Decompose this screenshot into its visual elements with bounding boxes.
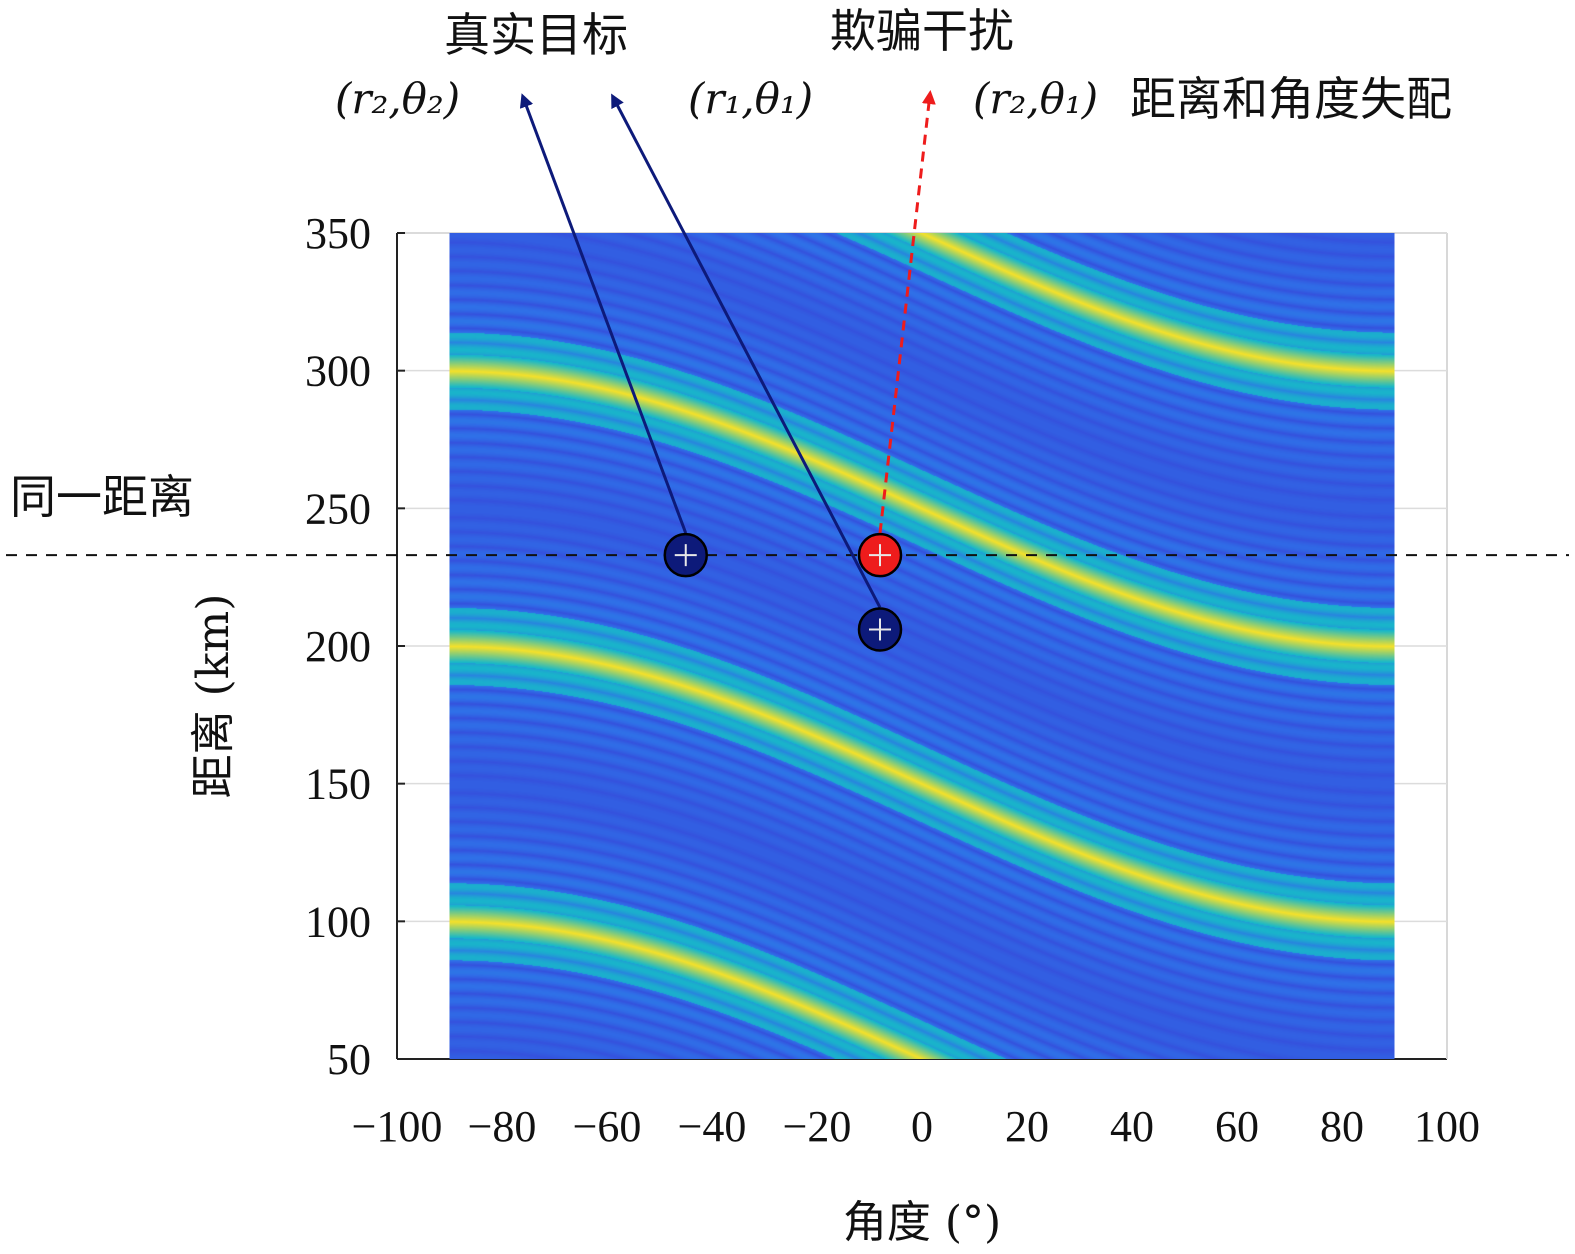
true-target-label: 真实目标 bbox=[444, 8, 628, 62]
y-tick-label: 250 bbox=[305, 484, 371, 533]
coord-r2-theta1: (r₂,θ₁) bbox=[973, 74, 1099, 123]
annotation-arrow bbox=[611, 93, 882, 609]
deception-label: 欺骗干扰 bbox=[830, 4, 1014, 58]
x-tick-label: −80 bbox=[468, 1102, 537, 1151]
mismatch-label: 距离和角度失配 bbox=[1130, 72, 1452, 126]
x-tick-label: −40 bbox=[678, 1102, 747, 1151]
y-tick-label: 150 bbox=[305, 760, 371, 809]
tick-labels: 50 100 150 200 250 300 350 −100 −80 −60 −40 −20 0 20 4… bbox=[305, 209, 1480, 1151]
x-tick-label: −20 bbox=[783, 1102, 852, 1151]
x-tick-label: 20 bbox=[1005, 1102, 1049, 1151]
target-marker bbox=[663, 532, 708, 578]
y-tick-label: 100 bbox=[305, 897, 371, 946]
x-tick-label: 40 bbox=[1110, 1102, 1154, 1151]
coord-r2-theta2: (r₂,θ₂) bbox=[335, 74, 461, 123]
x-tick-label: 0 bbox=[911, 1102, 933, 1151]
target-marker bbox=[857, 532, 903, 578]
target-marker bbox=[857, 607, 903, 652]
x-tick-label: 100 bbox=[1414, 1102, 1480, 1151]
x-tick-label: −100 bbox=[352, 1102, 443, 1151]
heatmap-image bbox=[449, 233, 1395, 1059]
x-axis-label: 角度 (°) bbox=[843, 1197, 1001, 1248]
same-range-label: 同一距离 bbox=[10, 470, 194, 524]
y-tick-label: 50 bbox=[327, 1035, 371, 1084]
x-tick-label: −60 bbox=[573, 1102, 642, 1151]
grid-lines bbox=[397, 232, 1447, 923]
y-axis-label: 距离 (km) bbox=[188, 594, 239, 799]
annotation-arrow bbox=[878, 90, 936, 534]
y-tick-label: 200 bbox=[305, 622, 371, 671]
x-tick-label: 60 bbox=[1215, 1102, 1259, 1151]
x-tick-label: 80 bbox=[1320, 1102, 1364, 1151]
target-points bbox=[663, 532, 903, 652]
y-tick-label: 350 bbox=[305, 209, 371, 258]
heatmap bbox=[449, 233, 1395, 1059]
y-tick-label: 300 bbox=[305, 347, 371, 396]
annotation-arrow bbox=[519, 93, 688, 534]
coord-r1-theta1: (r₁,θ₁) bbox=[688, 74, 814, 123]
annotation-arrows bbox=[519, 90, 936, 609]
